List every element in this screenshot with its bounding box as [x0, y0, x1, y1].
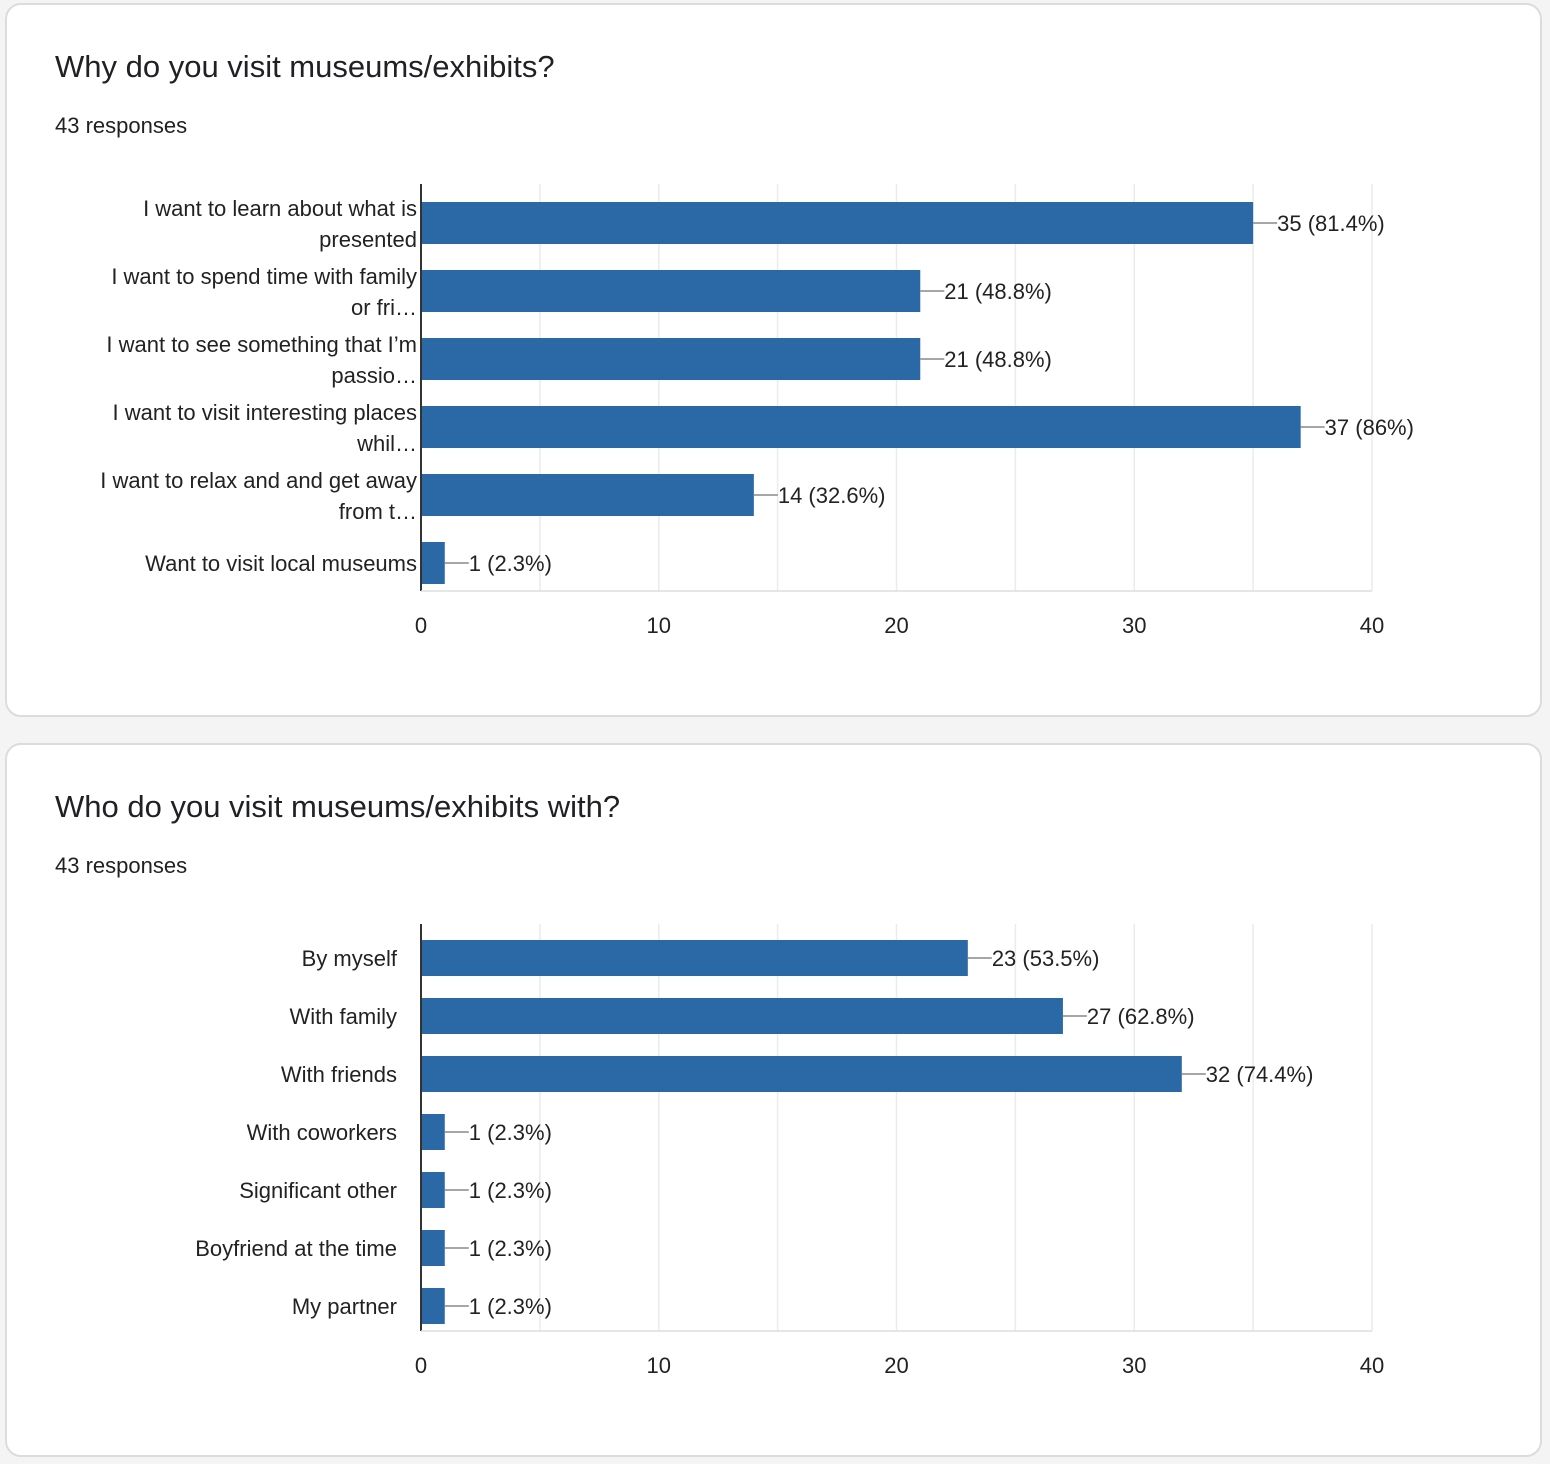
x-tick-label: 40	[1360, 1353, 1384, 1378]
x-tick-label: 40	[1360, 613, 1384, 638]
bar	[422, 406, 1301, 448]
bar	[422, 1288, 445, 1324]
category-label: I want to see something that I’m	[106, 332, 417, 357]
category-label: Boyfriend at the time	[195, 1236, 397, 1261]
category-label: I want to relax and and get away	[100, 468, 417, 493]
data-label: 1 (2.3%)	[469, 551, 552, 576]
x-tick-label: 10	[647, 1353, 671, 1378]
category-label: With coworkers	[247, 1120, 397, 1145]
category-label: whil…	[356, 431, 417, 456]
question-card-reasons: Why do you visit museums/exhibits? 43 re…	[5, 3, 1542, 717]
data-label: 32 (74.4%)	[1206, 1062, 1314, 1087]
data-label: 35 (81.4%)	[1277, 211, 1385, 236]
response-count: 43 responses	[55, 853, 188, 878]
bar	[422, 998, 1063, 1034]
bar	[422, 1230, 445, 1266]
x-tick-label: 0	[415, 1353, 427, 1378]
bar	[422, 474, 754, 516]
category-label: With friends	[281, 1062, 397, 1087]
data-label: 23 (53.5%)	[992, 946, 1100, 971]
data-label: 21 (48.8%)	[944, 347, 1052, 372]
x-tick-label: 0	[415, 613, 427, 638]
bar	[422, 1056, 1182, 1092]
response-count: 43 responses	[55, 113, 188, 138]
category-label: or fri…	[351, 295, 417, 320]
category-label: By myself	[302, 946, 398, 971]
category-label: passio…	[331, 363, 417, 388]
x-tick-label: 10	[647, 613, 671, 638]
bar	[422, 1114, 445, 1150]
data-label: 1 (2.3%)	[469, 1236, 552, 1261]
category-label: My partner	[292, 1294, 397, 1319]
bar-chart-reasons: 0 10 20 30 40 35 (81.4%) I want to learn about…	[100, 184, 1414, 638]
bar	[422, 1172, 445, 1208]
data-label: 1 (2.3%)	[469, 1120, 552, 1145]
data-label: 37 (86%)	[1325, 415, 1414, 440]
x-tick-label: 30	[1122, 613, 1146, 638]
category-label: presented	[319, 227, 417, 252]
category-label: I want to learn about what is	[143, 196, 417, 221]
x-tick-label: 20	[884, 613, 908, 638]
question-title: Why do you visit museums/exhibits?	[55, 49, 555, 84]
category-label: Want to visit local museums	[145, 551, 417, 576]
bar	[422, 338, 921, 380]
question-title: Who do you visit museums/exhibits with?	[55, 789, 621, 824]
bar	[422, 202, 1254, 244]
data-label: 1 (2.3%)	[469, 1178, 552, 1203]
bar	[422, 542, 445, 584]
category-label: from t…	[339, 499, 417, 524]
category-label: With family	[289, 1004, 397, 1029]
category-label: I want to spend time with family	[111, 264, 417, 289]
data-label: 1 (2.3%)	[469, 1294, 552, 1319]
bar-chart-companions: 0 10 20 30 40 23 (53.5%) By myself 27 (62.8%) Wi…	[195, 924, 1384, 1378]
bar	[422, 270, 921, 312]
data-label: 27 (62.8%)	[1087, 1004, 1195, 1029]
category-label: I want to visit interesting places	[113, 400, 417, 425]
x-tick-label: 20	[884, 1353, 908, 1378]
x-tick-label: 30	[1122, 1353, 1146, 1378]
data-label: 14 (32.6%)	[778, 483, 886, 508]
category-label: Significant other	[239, 1178, 397, 1203]
question-card-companions: Who do you visit museums/exhibits with? …	[5, 743, 1542, 1457]
bar	[422, 940, 968, 976]
data-label: 21 (48.8%)	[944, 279, 1052, 304]
